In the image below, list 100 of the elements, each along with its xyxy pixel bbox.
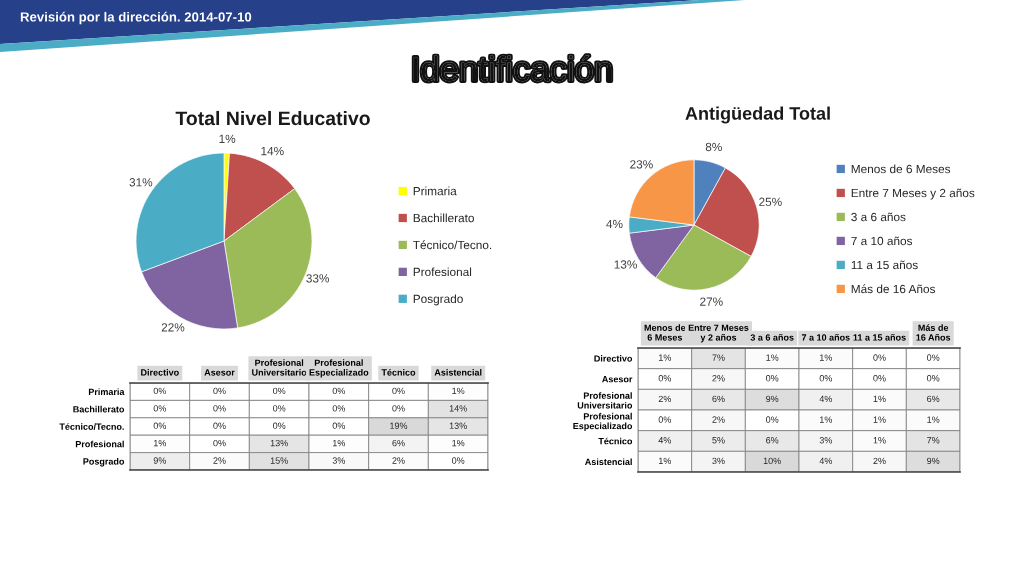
data-label: 1% (927, 416, 940, 423)
data-label: 0% (213, 405, 226, 412)
legend-label: 11 a 15 años (851, 260, 918, 270)
data-label: 0% (819, 375, 833, 382)
data-label: 0% (213, 387, 226, 395)
data-label: 0% (153, 387, 167, 395)
legend-label: Profesional (413, 267, 472, 277)
data-label: 0% (273, 405, 286, 412)
data-label: 33% (306, 274, 330, 283)
x-tick-label: 7 a 10 años (801, 334, 850, 341)
legend-label: Entre 7 Meses y 2 años (851, 188, 975, 200)
text: Identificación (413, 55, 612, 82)
data-label: 0% (153, 405, 167, 412)
x-tick-label: Entre 7 Meses y 2 años (688, 324, 749, 343)
data-label: 0% (452, 457, 465, 464)
data-label: 0% (766, 416, 779, 423)
data-label: 0% (153, 422, 167, 429)
chart-title: Total Nivel Educativo (175, 110, 370, 126)
data-label: 0% (927, 375, 940, 382)
x-tick-label: Menos de 6 Meses (644, 324, 686, 341)
data-label: 0% (213, 439, 226, 447)
data-label: 0% (873, 375, 886, 382)
x-tick-label: Técnico (381, 368, 416, 376)
data-label: 0% (658, 416, 672, 423)
data-label: 0% (273, 422, 286, 429)
data-label: 0% (332, 387, 346, 395)
data-label: 9% (766, 395, 779, 403)
data-label: 1% (873, 416, 886, 423)
y-tick-label: Profesional (75, 440, 124, 448)
data-label: 22% (161, 323, 185, 332)
legend-label: Más de 16 Años (851, 284, 936, 294)
data-label: 1% (820, 416, 833, 423)
data-label: 1% (219, 134, 236, 143)
data-label: 5% (712, 437, 725, 444)
legend-label: Menos de 6 Meses (851, 164, 951, 174)
legend-label: Primaria (413, 186, 457, 196)
data-label: 25% (759, 197, 782, 206)
x-tick-label: Profesional Universitario (252, 359, 307, 376)
data-label: 0% (332, 405, 346, 412)
data-label: 31% (129, 178, 153, 187)
data-label: 10% (763, 457, 781, 465)
legend-label: 3 a 6 años (851, 212, 906, 222)
y-tick-label: Técnico/Tecno. (59, 423, 124, 430)
data-label: 27% (700, 297, 723, 306)
data-label: 13% (270, 439, 288, 447)
y-tick-label: Asistencial (585, 458, 632, 466)
data-label: 9% (927, 457, 940, 465)
x-tick-label: Directivo (141, 369, 179, 376)
legend-label: Técnico/Tecno. (413, 240, 492, 250)
data-label: 1% (873, 437, 886, 444)
x-tick-label: 3 a 6 años (750, 334, 794, 341)
y-tick-label: Profesional Universitario (577, 392, 633, 409)
data-label: 0% (332, 422, 346, 429)
y-tick-label: Técnico (598, 437, 633, 445)
data-label: 1% (659, 354, 672, 361)
data-label: 6% (766, 437, 779, 444)
x-tick-label: Más de 16 Años (916, 324, 951, 341)
data-label: 7% (712, 354, 725, 361)
data-label: 1% (452, 439, 465, 447)
data-label: 2% (712, 416, 725, 423)
data-label: 4% (819, 395, 833, 403)
data-label: 8% (705, 142, 722, 152)
data-label: 13% (614, 260, 637, 269)
data-label: 2% (873, 457, 886, 465)
chart-title: Antigüedad Total (685, 106, 830, 124)
legend-label: Posgrado (413, 294, 463, 306)
data-label: 4% (658, 437, 672, 444)
data-label: 0% (273, 387, 286, 395)
legend-label: Bachillerato (413, 213, 474, 223)
y-tick-label: Primaria (88, 388, 125, 396)
data-label: 14% (261, 146, 284, 156)
data-label: 6% (927, 395, 940, 403)
data-label: 1% (659, 457, 672, 465)
data-label: 2% (712, 375, 725, 382)
data-label: 3% (332, 457, 346, 464)
data-label: 13% (449, 422, 467, 429)
data-label: 1% (154, 439, 167, 447)
data-label: 6% (392, 439, 405, 447)
text: Revisión por la dirección. 2014-07-10 (20, 11, 252, 25)
data-label: 15% (270, 457, 288, 464)
data-label: 19% (390, 422, 408, 429)
data-label: 1% (820, 354, 833, 361)
data-label: 4% (819, 457, 833, 465)
y-tick-label: Posgrado (83, 458, 125, 467)
data-label: 3% (819, 437, 833, 444)
data-label: 9% (153, 457, 167, 464)
data-label: 2% (658, 395, 672, 403)
x-tick-label: Asesor (204, 369, 235, 376)
data-label: 23% (630, 160, 653, 169)
x-tick-label: 11 a 15 años (853, 334, 906, 341)
data-label: 0% (927, 354, 940, 361)
data-label: 1% (452, 387, 465, 395)
data-label: 7% (927, 437, 940, 444)
data-label: 2% (392, 457, 405, 464)
data-label: 4% (606, 219, 623, 229)
y-tick-label: Bachillerato (73, 405, 125, 413)
y-tick-label: Asesor (602, 376, 633, 383)
x-tick-label: Asistencial (434, 369, 482, 376)
y-tick-label: Profesional Especializado (573, 412, 633, 431)
data-label: 0% (213, 422, 226, 429)
